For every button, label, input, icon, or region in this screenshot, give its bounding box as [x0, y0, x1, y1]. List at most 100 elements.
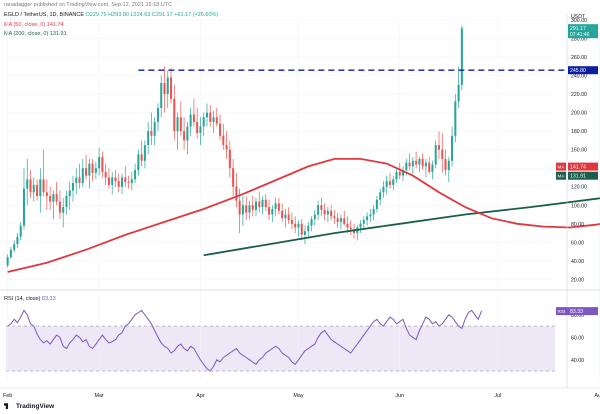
moving-averages — [7, 158, 600, 273]
y-tick-label: 220.00 — [571, 92, 587, 98]
candle-body — [415, 160, 418, 165]
candle-body — [362, 220, 365, 224]
candle-body — [29, 179, 32, 193]
candle-body — [71, 183, 75, 191]
candle-body — [189, 114, 192, 127]
y-axis-currency: USDT — [571, 14, 586, 20]
candle-body — [281, 210, 284, 219]
candle-body — [65, 196, 68, 208]
countdown-tag: 07:41:46 — [570, 32, 590, 38]
y-tick-label: 60.00 — [571, 240, 584, 246]
rsi-tick-label: 80.00 — [571, 313, 584, 319]
candle-body — [284, 214, 287, 219]
rsi-label-bg — [556, 307, 568, 316]
x-tick-label: Apr — [196, 393, 205, 399]
candle-body — [127, 182, 130, 184]
candle-body — [343, 218, 346, 224]
candle-body — [411, 160, 414, 167]
candle-body — [408, 162, 411, 167]
y-tick-label: 200.00 — [571, 111, 587, 117]
candle-body — [402, 170, 405, 176]
candle-body — [303, 231, 307, 235]
rsi-value-tag: 83.33 — [570, 309, 583, 315]
tradingview-icon — [4, 403, 9, 410]
candle-body — [349, 227, 352, 230]
candle-body — [441, 149, 444, 159]
candle-body — [166, 77, 169, 95]
symbol-header: EGLD / TetherUS, 1D, BINANCE O229.75 H29… — [4, 12, 218, 18]
x-tick-label: Mar — [94, 393, 103, 399]
candle-body — [241, 205, 244, 215]
candle-body — [320, 205, 323, 210]
y-tick-label: 260.00 — [571, 55, 587, 61]
candle-body — [153, 121, 156, 136]
candle-body — [290, 220, 293, 224]
candle-body — [137, 154, 140, 171]
candle-body — [42, 179, 45, 193]
ma200-label-bg — [556, 171, 566, 180]
candle-body — [209, 112, 212, 122]
candle-body — [9, 249, 12, 258]
x-tick-label: Jun — [395, 393, 404, 399]
candle-body — [199, 126, 202, 134]
candle-body — [140, 154, 143, 161]
level-tag-bg — [568, 66, 598, 75]
candle-body — [385, 181, 388, 187]
candle-body — [107, 177, 110, 185]
level-tag: 245.80 — [570, 68, 586, 74]
candle-body — [238, 200, 241, 215]
candle-body — [156, 108, 159, 122]
symbol-line: EGLD / TetherUS, 1D, BINANCE — [4, 12, 84, 18]
candle-body — [457, 84, 460, 102]
axes: 300.00 280.00 260.00 240.00 220.00 200.00 180.… — [0, 14, 600, 399]
candle-body — [58, 201, 61, 213]
candle-body — [323, 209, 326, 215]
rsi-label: RSI — [558, 309, 566, 314]
candle-body — [212, 117, 215, 122]
candle-body — [81, 168, 84, 184]
candle-body — [421, 158, 424, 167]
candle-body — [297, 223, 300, 228]
candle-body — [274, 203, 277, 209]
candle-body — [85, 168, 88, 176]
candle-body — [228, 149, 231, 169]
candle-body — [160, 82, 163, 108]
candle-body — [215, 117, 218, 124]
candle-body — [392, 179, 395, 185]
candle-body — [264, 199, 267, 208]
candle-body — [398, 171, 401, 176]
candle-body — [170, 77, 173, 99]
candle-body — [52, 194, 55, 202]
ohlc-line: O229.75 H293.80 L224.63 C291.17 +61.17 (… — [85, 12, 219, 18]
candle-body — [26, 179, 29, 189]
candle-body — [19, 225, 22, 237]
candle-body — [22, 188, 25, 226]
candle-body — [382, 186, 385, 193]
candle-body — [78, 177, 81, 184]
candle-body — [372, 208, 375, 215]
candle-body — [460, 28, 463, 85]
price-chart[interactable]: RSI (14, close) 83.33 300.00 280.00 260.00… — [0, 0, 600, 400]
candle-body — [13, 244, 16, 250]
candle-body — [434, 145, 437, 165]
candle-body — [186, 126, 189, 141]
candle-body — [117, 181, 120, 187]
ma50-value-tag-bg — [568, 162, 598, 171]
y-tick-label: 40.00 — [571, 259, 584, 265]
candle-body — [91, 163, 94, 173]
candle-body — [111, 177, 114, 185]
rsi-title: RSI (14, close) 83.33 — [4, 296, 56, 302]
candle-body — [45, 192, 48, 196]
candle-body — [205, 112, 208, 118]
x-tick-label: Jul — [494, 393, 501, 399]
candle-body — [346, 223, 349, 228]
candle-body — [294, 223, 297, 228]
x-tick-label: May — [293, 393, 303, 399]
y-tick-label: 20.00 — [571, 277, 584, 283]
candle-body — [339, 218, 342, 222]
candle-body — [300, 223, 303, 235]
candle-body — [261, 199, 264, 208]
candle-body — [248, 205, 251, 213]
ma50-label-bg — [556, 162, 566, 171]
candle-body — [424, 162, 427, 167]
